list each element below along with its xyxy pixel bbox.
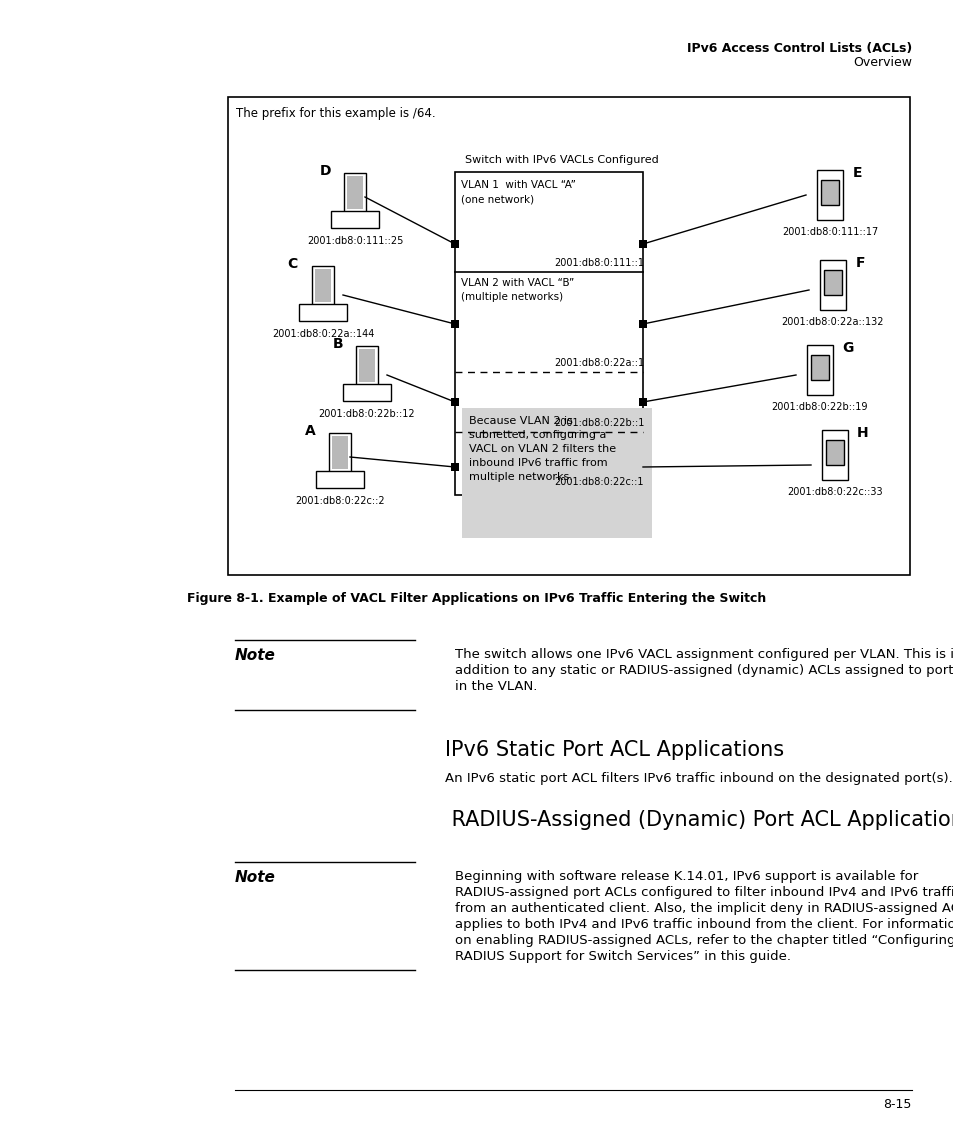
Bar bbox=[823, 270, 841, 295]
Text: F: F bbox=[855, 256, 864, 270]
Text: (multiple networks): (multiple networks) bbox=[460, 292, 562, 302]
Bar bbox=[331, 211, 378, 228]
Bar bbox=[820, 260, 844, 309]
Text: RADIUS-Assigned (Dynamic) Port ACL Applications: RADIUS-Assigned (Dynamic) Port ACL Appli… bbox=[444, 810, 953, 830]
Text: addition to any static or RADIUS-assigned (dynamic) ACLs assigned to ports: addition to any static or RADIUS-assigne… bbox=[455, 664, 953, 677]
Bar bbox=[639, 398, 646, 406]
Text: 2001:db8:0:111::17: 2001:db8:0:111::17 bbox=[781, 227, 877, 237]
Text: 2001:db8:0:22b::12: 2001:db8:0:22b::12 bbox=[318, 409, 415, 419]
Text: VLAN 1  with VACL “A”: VLAN 1 with VACL “A” bbox=[460, 180, 576, 190]
Text: H: H bbox=[856, 426, 868, 440]
Text: 2001:db8:0:111::25: 2001:db8:0:111::25 bbox=[307, 236, 403, 246]
Bar bbox=[821, 180, 838, 205]
Text: on enabling RADIUS-assigned ACLs, refer to the chapter titled “Configuring: on enabling RADIUS-assigned ACLs, refer … bbox=[455, 934, 953, 947]
Text: Switch with IPv6 VACLs Configured: Switch with IPv6 VACLs Configured bbox=[464, 155, 659, 165]
Text: applies to both IPv4 and IPv6 traffic inbound from the client. For information: applies to both IPv4 and IPv6 traffic in… bbox=[455, 918, 953, 931]
Text: 2001:db8:0:22b::19: 2001:db8:0:22b::19 bbox=[771, 402, 867, 412]
Bar bbox=[806, 346, 832, 395]
Text: 8-15: 8-15 bbox=[882, 1098, 911, 1111]
Bar bbox=[315, 472, 364, 488]
Text: 2001:db8:0:22a::132: 2001:db8:0:22a::132 bbox=[781, 317, 883, 327]
Text: C: C bbox=[288, 256, 297, 271]
Text: (one network): (one network) bbox=[460, 194, 534, 204]
Text: VLAN 2 with VACL “B”: VLAN 2 with VACL “B” bbox=[460, 278, 574, 289]
Bar bbox=[451, 319, 458, 327]
Text: 2001:db8:0:111::1: 2001:db8:0:111::1 bbox=[554, 258, 643, 268]
Bar bbox=[817, 171, 841, 220]
Text: 2001:db8:0:22c::2: 2001:db8:0:22c::2 bbox=[294, 496, 384, 506]
Bar bbox=[355, 346, 377, 386]
Bar bbox=[329, 433, 351, 473]
Text: Note: Note bbox=[234, 870, 275, 885]
Bar bbox=[461, 408, 651, 538]
Bar bbox=[451, 463, 458, 471]
Text: D: D bbox=[319, 164, 331, 177]
Text: Figure 8-1. Example of VACL Filter Applications on IPv6 Traffic Entering the Swi: Figure 8-1. Example of VACL Filter Appli… bbox=[187, 592, 766, 605]
Bar bbox=[451, 240, 458, 248]
Bar bbox=[451, 398, 458, 406]
Bar bbox=[228, 97, 909, 575]
Text: in the VLAN.: in the VLAN. bbox=[455, 680, 537, 693]
Text: 2001:db8:0:22c::1: 2001:db8:0:22c::1 bbox=[554, 477, 643, 487]
Bar bbox=[639, 463, 646, 471]
Bar bbox=[298, 305, 347, 321]
Text: The switch allows one IPv6 VACL assignment configured per VLAN. This is in: The switch allows one IPv6 VACL assignme… bbox=[455, 648, 953, 661]
Text: B: B bbox=[332, 337, 343, 352]
Text: RADIUS-assigned port ACLs configured to filter inbound IPv4 and IPv6 traffic: RADIUS-assigned port ACLs configured to … bbox=[455, 886, 953, 899]
Text: from an authenticated client. Also, the implicit deny in RADIUS-assigned ACLs: from an authenticated client. Also, the … bbox=[455, 902, 953, 915]
Text: Overview: Overview bbox=[852, 56, 911, 69]
Bar bbox=[821, 431, 847, 480]
Bar bbox=[332, 436, 348, 469]
Text: A: A bbox=[305, 424, 315, 439]
Bar bbox=[639, 240, 646, 248]
Bar bbox=[312, 266, 334, 306]
Bar bbox=[639, 319, 646, 327]
Text: RADIUS Support for Switch Services” in this guide.: RADIUS Support for Switch Services” in t… bbox=[455, 950, 790, 963]
Bar bbox=[314, 269, 331, 302]
Text: The prefix for this example is /64.: The prefix for this example is /64. bbox=[235, 106, 436, 120]
Text: IPv6 Access Control Lists (ACLs): IPv6 Access Control Lists (ACLs) bbox=[686, 42, 911, 55]
Text: E: E bbox=[852, 166, 862, 180]
Text: Beginning with software release K.14.01, IPv6 support is available for: Beginning with software release K.14.01,… bbox=[455, 870, 918, 883]
Text: 2001:db8:0:22b::1: 2001:db8:0:22b::1 bbox=[554, 418, 643, 428]
Bar bbox=[825, 440, 843, 465]
Bar bbox=[359, 349, 375, 382]
Bar bbox=[343, 385, 391, 401]
Text: 2001:db8:0:22a::144: 2001:db8:0:22a::144 bbox=[272, 329, 374, 339]
Bar bbox=[344, 173, 365, 212]
Bar bbox=[347, 175, 362, 210]
Text: G: G bbox=[841, 341, 853, 355]
Bar bbox=[810, 355, 828, 380]
Text: IPv6 Static Port ACL Applications: IPv6 Static Port ACL Applications bbox=[444, 740, 783, 760]
Text: Note: Note bbox=[234, 648, 275, 663]
Text: Because VLAN 2 is
subnetted, configuring a
VACL on VLAN 2 filters the
inbound IP: Because VLAN 2 is subnetted, configuring… bbox=[469, 416, 616, 482]
Text: 2001:db8:0:22a::1: 2001:db8:0:22a::1 bbox=[554, 358, 643, 368]
Text: 2001:db8:0:22c::33: 2001:db8:0:22c::33 bbox=[786, 487, 882, 497]
Text: An IPv6 static port ACL filters IPv6 traffic inbound on the designated port(s).: An IPv6 static port ACL filters IPv6 tra… bbox=[444, 772, 952, 785]
Bar bbox=[455, 172, 642, 495]
